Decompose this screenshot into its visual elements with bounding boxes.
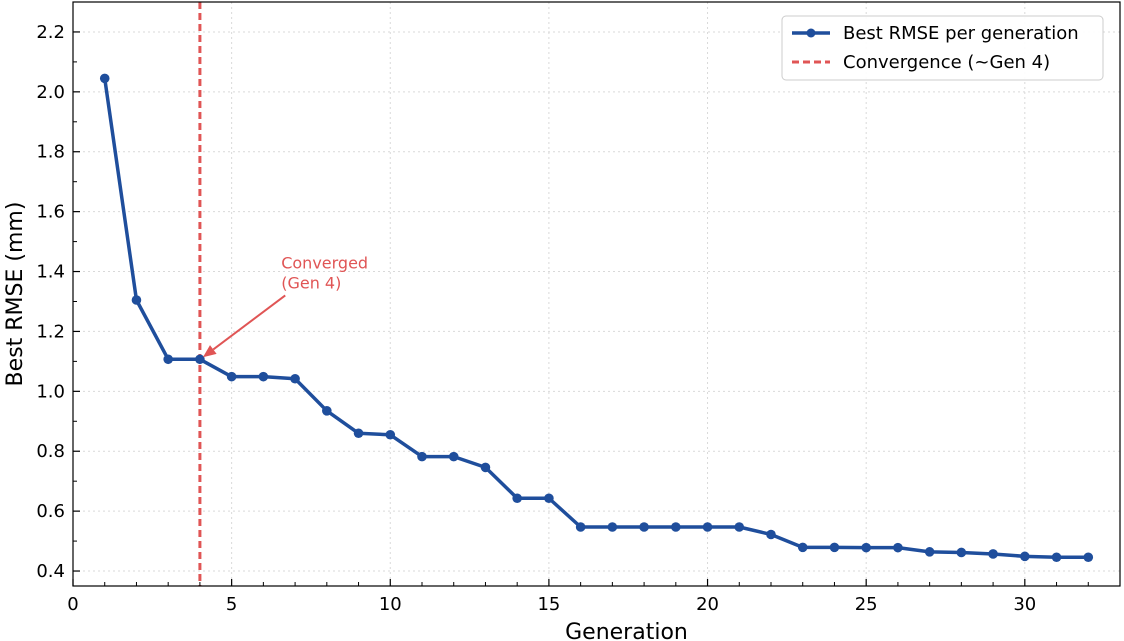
data-point	[417, 451, 427, 462]
y-tick-label: 0.8	[36, 441, 65, 462]
annotation-arrow-head	[202, 345, 217, 358]
y-tick-label: 2.0	[36, 82, 65, 103]
data-point	[956, 547, 967, 558]
data-point	[702, 522, 713, 532]
axis-ticks: 0 5 10 15 20 25 30 0.4 0.6 0.8 1.0 1.2 1.4 1.6 1.8 2.0 2…	[36, 22, 1121, 615]
y-tick-label: 0.4	[36, 561, 65, 582]
x-tick-label: 0	[67, 594, 78, 615]
y-tick-label: 0.6	[36, 501, 65, 522]
y-tick-label: 1.0	[36, 381, 65, 402]
data-point	[290, 373, 300, 384]
data-point	[671, 522, 681, 532]
convergence-annotation: Converged (Gen 4)	[202, 253, 368, 358]
plot-frame	[72, 1, 1121, 587]
x-tick-label: 25	[855, 594, 878, 615]
legend-box	[781, 15, 1104, 81]
y-tick-label: 1.2	[36, 321, 65, 342]
annotation-text-line-2: (Gen 4)	[281, 273, 341, 292]
annotation-arrow	[212, 294, 286, 351]
x-tick-label: 5	[226, 594, 237, 615]
x-tick-label: 10	[379, 594, 402, 615]
data-point	[734, 522, 745, 532]
data-point	[353, 428, 364, 439]
data-point	[512, 493, 522, 504]
data-point	[861, 542, 871, 553]
y-tick-label: 1.4	[36, 262, 65, 283]
y-tick-label: 1.8	[36, 142, 65, 163]
data-point	[893, 542, 903, 553]
y-axis-label: Best RMSE (mm)	[3, 202, 28, 387]
grid-lines	[72, 2, 1120, 586]
data-point	[1083, 552, 1094, 563]
data-point	[448, 451, 459, 462]
y-tick-label: 1.6	[36, 202, 65, 223]
data-point	[258, 371, 269, 382]
data-point	[988, 549, 998, 559]
y-tick-label: 2.2	[36, 22, 65, 43]
series-line	[102, 78, 1089, 559]
legend-reference-label: Convergence (~Gen 4)	[843, 52, 1050, 73]
data-point	[480, 462, 491, 473]
data-point	[829, 542, 840, 553]
data-point	[385, 429, 396, 440]
data-point	[544, 493, 554, 504]
data-point	[163, 354, 173, 365]
data-point	[1051, 552, 1062, 563]
data-point	[797, 542, 808, 553]
data-point	[766, 529, 776, 540]
legend: Best RMSE per generation Convergence (~G…	[781, 15, 1104, 81]
data-point	[195, 354, 205, 365]
annotation-text-line-1: Converged	[281, 253, 368, 272]
legend-series-marker	[806, 28, 816, 38]
data-point	[639, 522, 649, 532]
legend-series-label: Best RMSE per generation	[843, 23, 1079, 44]
data-point	[924, 547, 935, 557]
data-point	[1020, 551, 1030, 562]
x-axis-label: Generation	[565, 620, 688, 641]
x-tick-label: 15	[537, 594, 560, 615]
x-tick-label: 20	[696, 594, 719, 615]
data-point	[322, 406, 332, 416]
data-point	[575, 522, 586, 532]
data-point	[607, 522, 618, 532]
x-tick-label: 30	[1013, 594, 1036, 615]
data-point	[131, 295, 142, 305]
series-layer	[99, 73, 1094, 563]
data-point	[226, 371, 237, 382]
data-point	[99, 73, 110, 84]
